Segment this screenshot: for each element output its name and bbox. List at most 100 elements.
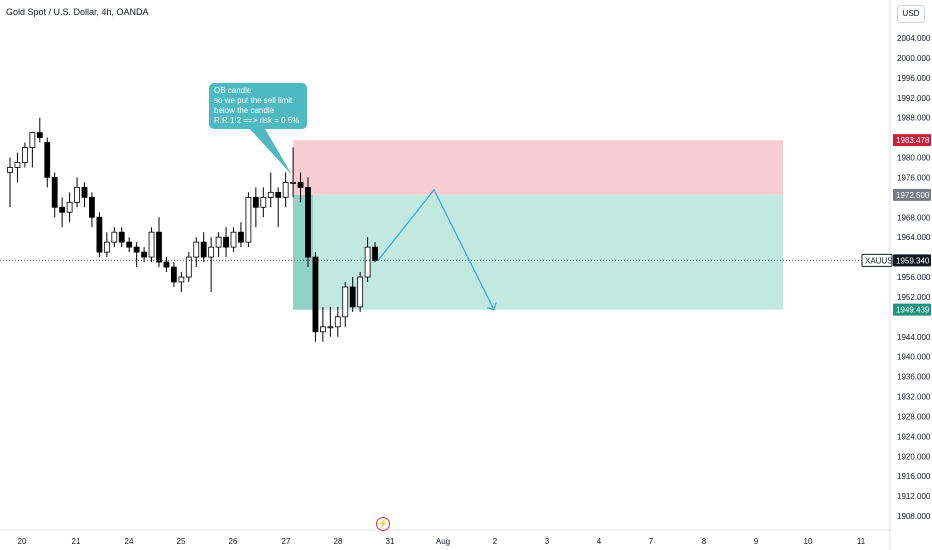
candle-body bbox=[245, 196, 252, 243]
price-label-box bbox=[893, 254, 931, 267]
candle-body bbox=[111, 231, 118, 243]
candle-body bbox=[163, 261, 170, 268]
candle-body bbox=[260, 196, 267, 208]
candle-body bbox=[156, 231, 162, 263]
y-tick-label: 1956.000 bbox=[897, 273, 931, 282]
candle-body bbox=[297, 181, 304, 188]
y-tick-label: 1908.000 bbox=[897, 512, 931, 521]
x-tick-label: 28 bbox=[334, 537, 343, 546]
candle-body bbox=[21, 147, 28, 163]
candle-body bbox=[51, 177, 58, 208]
candle-body bbox=[267, 191, 274, 198]
flash-icon[interactable]: ⚡ bbox=[376, 517, 390, 531]
price-label: 1972.500 bbox=[896, 191, 930, 200]
price-label-box bbox=[893, 134, 931, 147]
candle-body bbox=[305, 186, 311, 258]
y-tick-label: 1920.000 bbox=[897, 452, 931, 461]
candle-body bbox=[193, 241, 200, 258]
candle-body bbox=[342, 286, 349, 318]
projection-arrow bbox=[377, 188, 495, 310]
candle-body bbox=[29, 132, 36, 148]
candle-body bbox=[44, 142, 51, 178]
y-tick-label: 1936.000 bbox=[897, 373, 931, 382]
y-tick-label: 1976.000 bbox=[897, 173, 931, 182]
x-tick-label: 2 bbox=[493, 537, 498, 546]
price-label: XAUUSD bbox=[865, 256, 899, 265]
candle-body bbox=[230, 231, 237, 248]
price-axis: 2004.000 2000.000 1996.000 1992.000 1988.000… bbox=[861, 0, 931, 550]
y-tick-label: 1988.000 bbox=[897, 114, 931, 123]
x-tick-label: 7 bbox=[649, 537, 654, 546]
y-tick-label: 1980.000 bbox=[897, 154, 931, 163]
price-label-box bbox=[861, 253, 893, 267]
candle-body bbox=[349, 286, 356, 308]
y-tick-label: 1916.000 bbox=[897, 472, 931, 481]
x-tick-label: 10 bbox=[804, 537, 813, 546]
stop-loss-zone bbox=[293, 140, 783, 195]
y-tick-label: 1932.000 bbox=[897, 393, 931, 402]
price-label-box bbox=[893, 303, 931, 316]
x-tick-label: 24 bbox=[125, 537, 134, 546]
x-tick-label: 3 bbox=[545, 537, 550, 546]
time-axis: 20 21 24 25 26 27 28 31 Aug 2 3 4 7 8 9 10 11 bbox=[0, 529, 890, 546]
y-tick-label: 1952.000 bbox=[897, 293, 931, 302]
candle-body bbox=[372, 246, 378, 261]
candle-body bbox=[14, 162, 21, 168]
candle-body bbox=[185, 256, 192, 278]
annotation-line: OB candle bbox=[214, 86, 252, 95]
y-tick-label: 1992.000 bbox=[897, 94, 931, 103]
x-tick-label: 26 bbox=[229, 537, 238, 546]
y-tick-label: 1912.000 bbox=[897, 492, 931, 501]
candle-body bbox=[282, 181, 289, 198]
y-tick-label: 1924.000 bbox=[897, 432, 931, 441]
price-label-box bbox=[893, 188, 931, 201]
x-tick-label: 27 bbox=[282, 537, 291, 546]
candle-body bbox=[74, 186, 80, 203]
price-label: 1959.340 bbox=[896, 256, 930, 265]
candle-body bbox=[312, 256, 319, 333]
x-tick-label: 8 bbox=[702, 537, 707, 546]
candle-body bbox=[178, 276, 185, 283]
y-tick-label: 1940.000 bbox=[897, 353, 931, 362]
candle-body bbox=[36, 132, 43, 138]
annotation-line: below the candle bbox=[214, 106, 275, 115]
chart-title: Gold Spot / U.S. Dollar, 4h, OANDA bbox=[6, 7, 149, 17]
candle-body bbox=[275, 191, 282, 198]
candle-body bbox=[319, 326, 326, 333]
candle-body bbox=[141, 251, 148, 258]
candle-body bbox=[334, 316, 341, 328]
candle-body bbox=[215, 236, 222, 248]
x-tick-label: 31 bbox=[386, 537, 395, 546]
candle-body bbox=[208, 246, 215, 258]
x-tick-label: 9 bbox=[754, 537, 759, 546]
annotation-callout[interactable]: OB candle so we put the sell limit below… bbox=[209, 83, 307, 129]
candle-body bbox=[357, 276, 364, 308]
price-label: 1949.439 bbox=[896, 306, 930, 315]
x-tick-label: 11 bbox=[857, 537, 866, 546]
y-tick-label: 1944.000 bbox=[897, 333, 931, 342]
y-tick-label: 1968.000 bbox=[897, 213, 931, 222]
candle-body bbox=[148, 231, 155, 258]
x-tick-label: 21 bbox=[72, 537, 81, 546]
candle-body bbox=[7, 167, 13, 173]
y-tick-label: 2000.000 bbox=[897, 54, 931, 63]
callout-pointer bbox=[248, 127, 292, 175]
arrowhead-icon bbox=[486, 302, 497, 311]
candle-body bbox=[126, 241, 133, 248]
x-tick-label: Aug bbox=[436, 537, 450, 546]
candle-body bbox=[290, 181, 297, 184]
candle-body bbox=[133, 246, 140, 253]
y-tick-label: 1928.000 bbox=[897, 412, 931, 421]
chart-overlay bbox=[0, 127, 890, 311]
candle-body bbox=[200, 241, 207, 258]
position-zones bbox=[293, 140, 783, 310]
x-tick-label: 25 bbox=[177, 537, 186, 546]
candle-body bbox=[103, 241, 110, 253]
candle-body bbox=[59, 206, 66, 213]
candle-body bbox=[96, 216, 103, 253]
candle-body bbox=[118, 231, 125, 243]
currency-selector[interactable]: USD bbox=[897, 5, 925, 23]
candle-body bbox=[66, 201, 73, 213]
price-label: 1983.478 bbox=[896, 136, 930, 145]
